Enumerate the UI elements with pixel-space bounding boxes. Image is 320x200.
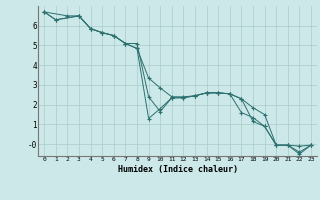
X-axis label: Humidex (Indice chaleur): Humidex (Indice chaleur) — [118, 165, 238, 174]
